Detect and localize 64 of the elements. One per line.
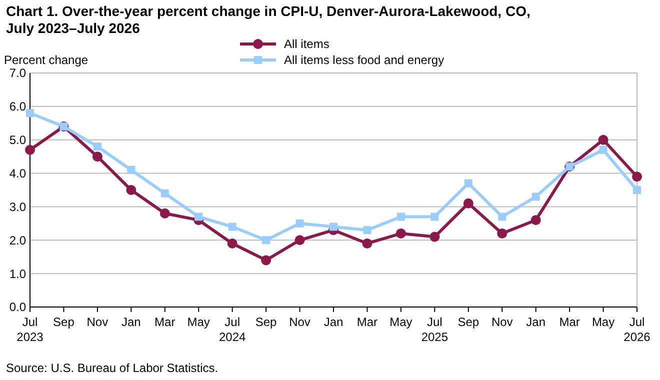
x-tick-label: Sep [458, 315, 480, 329]
legend-label: All items [284, 37, 330, 52]
point [498, 212, 506, 221]
point [497, 228, 508, 238]
x-tick-label: Sep [255, 315, 278, 329]
point [599, 146, 608, 154]
point [362, 238, 372, 248]
x-tick-label: Mar [356, 315, 378, 329]
x-tick-label: Sep [53, 315, 75, 329]
point [127, 166, 136, 174]
point [261, 255, 272, 266]
y-tick-label: 0.0 [9, 300, 26, 314]
source-note: Source: U.S. Bureau of Labor Statistics. [6, 361, 218, 375]
chart-title: Chart 1. Over-the-year percent change in CPI-U, Denver-Aurora-Lakewood, CO, July 2023–July 2026 [6, 3, 530, 36]
y-tick-label: 6.0 [9, 100, 26, 114]
x-tick-label: May [187, 315, 210, 329]
point [633, 186, 641, 194]
point [430, 232, 440, 242]
point [26, 109, 34, 118]
y-tick-label: 1.0 [9, 266, 26, 281]
point [396, 212, 405, 221]
x-tick-label: May [592, 315, 615, 329]
point [92, 152, 102, 162]
x-tick-label: Jul 2024 [218, 315, 246, 344]
point [532, 192, 540, 201]
point [160, 189, 169, 198]
point [632, 172, 642, 182]
x-tick-label: Nov [491, 315, 513, 329]
point [93, 142, 102, 151]
point [598, 134, 608, 145]
point [464, 179, 472, 188]
x-tick-label: Mar [154, 315, 176, 329]
y-tick-label: 5.0 [9, 133, 26, 148]
point [227, 238, 238, 248]
x-tick-label: Jan [324, 315, 344, 329]
point [463, 198, 474, 208]
x-tick-label: Jul 2025 [421, 315, 448, 344]
x-tick-label: Jul 2026 [624, 315, 651, 344]
y-tick-label: 3.0 [9, 200, 26, 214]
x-tick-label: Jan [526, 315, 546, 329]
point [363, 226, 372, 234]
point [430, 212, 439, 221]
point [530, 215, 541, 226]
y-tick-label: 4.0 [9, 166, 26, 180]
x-tick-label: Nov [289, 315, 310, 329]
point [25, 144, 35, 155]
x-tick-label: Nov [86, 315, 108, 329]
x-tick-label: Jan [121, 315, 141, 329]
x-tick-label: May [390, 315, 412, 329]
point [126, 185, 136, 195]
point [294, 235, 305, 246]
legend-label: All items less food and energy [284, 53, 444, 68]
x-tick-label: Mar [559, 315, 580, 329]
point [330, 222, 338, 231]
point [228, 222, 236, 231]
x-tick-label: Jul 2023 [16, 315, 44, 344]
point [296, 219, 304, 228]
point [396, 228, 406, 238]
y-tick-label: 2.0 [9, 233, 26, 248]
y-tick-label: 7.0 [9, 66, 26, 80]
y-axis-title: Percent change [4, 53, 88, 67]
point [194, 212, 203, 221]
point [262, 236, 270, 244]
point [160, 208, 170, 218]
